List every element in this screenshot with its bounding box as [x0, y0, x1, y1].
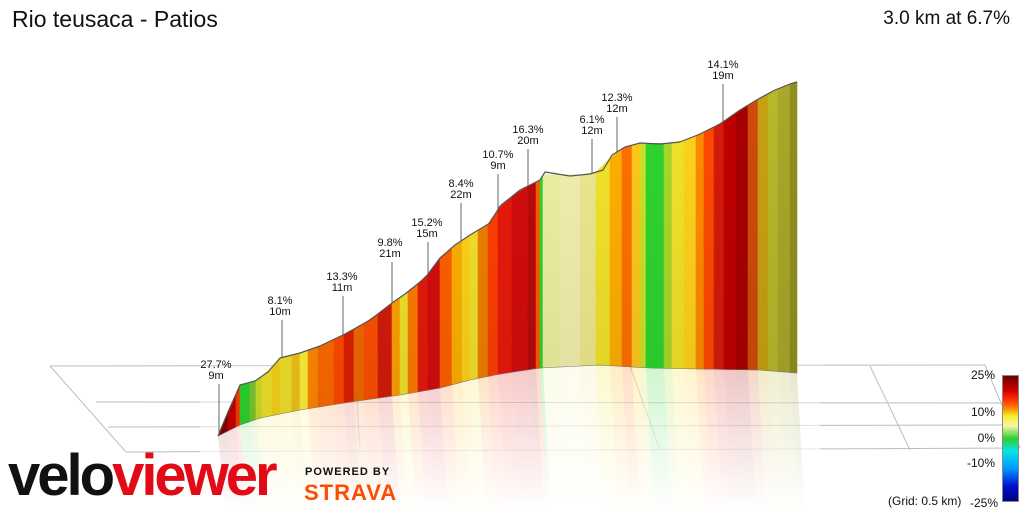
- annotation-gradient: 12.3%: [601, 92, 632, 104]
- annotation-length: 12m: [581, 125, 602, 137]
- legend-tick-25: 25%: [970, 368, 995, 382]
- annotation-length: 12m: [606, 103, 627, 115]
- grid-line-distance: [869, 365, 911, 451]
- annotation-length: 11m: [332, 282, 353, 294]
- annotation-1: 8.1%10m: [267, 295, 293, 358]
- annotation-gradient: 8.4%: [448, 178, 473, 190]
- segment-stats: 3.0 km at 6.7%: [883, 8, 1010, 29]
- grid-line-distance: [49, 365, 127, 453]
- annotation-gradient: 6.1%: [579, 114, 604, 126]
- annotation-length: 15m: [416, 228, 437, 240]
- annotation-length: 19m: [712, 70, 733, 82]
- legend-tick-0: 0%: [977, 431, 995, 445]
- annotation-2: 13.3%11m: [326, 271, 358, 335]
- annotation-0: 27.7%9m: [200, 359, 232, 434]
- legend-tick-minus-10: -10%: [966, 456, 995, 470]
- legend-tick-minus-25: -25%: [969, 496, 998, 510]
- annotation-10: 14.1%19m: [707, 59, 739, 122]
- grid-scale-note: (Grid: 0.5 km): [888, 494, 962, 508]
- segment-title: Rio teusaca - Patios: [12, 6, 218, 32]
- profile-wall: [217, 81, 798, 437]
- annotation-8: 6.1%12m: [579, 114, 605, 174]
- annotation-4: 15.2%15m: [411, 217, 443, 274]
- annotation-gradient: 27.7%: [200, 359, 231, 371]
- annotation-length: 20m: [517, 135, 538, 147]
- annotation-6: 10.7%9m: [482, 149, 514, 210]
- profile-reflection: [200, 360, 820, 512]
- annotation-length: 22m: [450, 189, 471, 201]
- annotation-length: 21m: [379, 248, 400, 260]
- strava-logo: STRAVA: [304, 480, 398, 505]
- annotation-gradient: 14.1%: [707, 59, 738, 71]
- annotation-length: 9m: [208, 370, 223, 382]
- logo-part-velo: velo: [8, 443, 115, 508]
- annotation-3: 9.8%21m: [377, 237, 403, 303]
- gradient-legend-bar: [1002, 375, 1019, 502]
- wall-shading: [218, 82, 797, 436]
- annotation-length: 10m: [269, 306, 290, 318]
- logo-part-viewer: viewer: [112, 443, 278, 508]
- legend-tick-10: 10%: [970, 405, 995, 419]
- annotation-gradient: 15.2%: [411, 217, 442, 229]
- powered-by-text: POWERED BY: [305, 466, 391, 478]
- annotation-gradient: 9.8%: [377, 237, 402, 249]
- annotation-gradient: 8.1%: [267, 295, 292, 307]
- annotation-7: 16.3%20m: [512, 124, 544, 186]
- annotation-gradient: 16.3%: [512, 124, 543, 136]
- annotation-5: 8.4%22m: [448, 178, 474, 241]
- profile-top-edge: [217, 81, 798, 437]
- annotation-gradient: 13.3%: [326, 271, 357, 283]
- annotation-gradient: 10.7%: [482, 149, 513, 161]
- annotation-layer: 27.7%9m8.1%10m13.3%11m9.8%21m15.2%15m8.4…: [200, 59, 739, 434]
- annotation-9: 12.3%12m: [601, 92, 633, 152]
- veloviewer-logo: veloviewer: [8, 447, 278, 505]
- profile-base-edge: [217, 364, 798, 437]
- annotation-length: 9m: [490, 160, 505, 172]
